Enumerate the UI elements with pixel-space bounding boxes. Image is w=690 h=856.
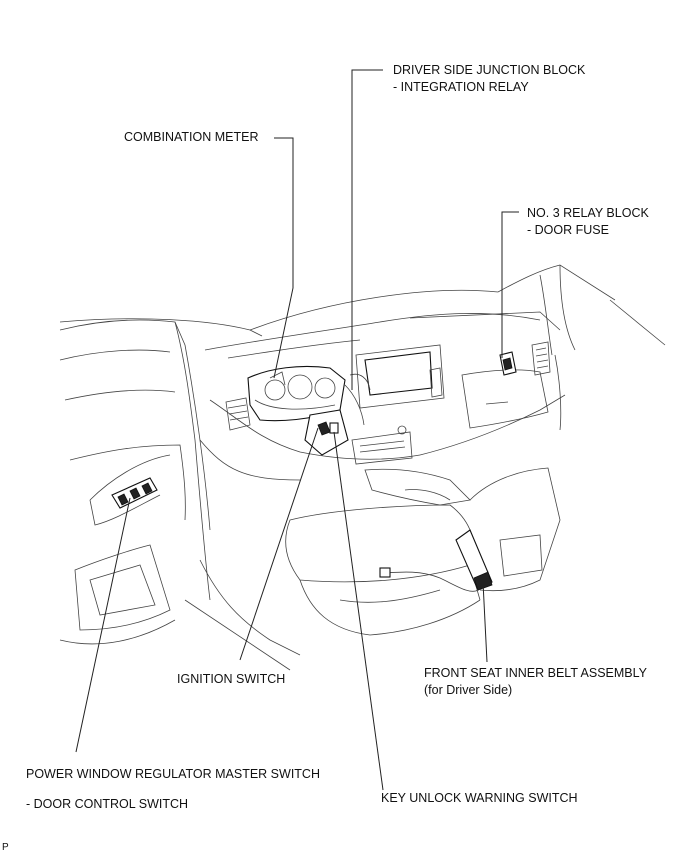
- interior-outline: [59, 264, 666, 671]
- label-power-window-switch-sub: - DOOR CONTROL SWITCH: [26, 797, 189, 811]
- leader-combination-meter: [273, 137, 294, 379]
- label-ignition-switch: IGNITION SWITCH: [177, 672, 286, 686]
- label-combination-meter: COMBINATION METER: [124, 130, 259, 144]
- leader-front-seat-belt: [482, 581, 488, 663]
- leader-ignition-switch: [239, 427, 319, 661]
- label-key-unlock-switch: KEY UNLOCK WARNING SWITCH: [381, 791, 578, 805]
- label-relay-block-sub: - DOOR FUSE: [527, 223, 609, 237]
- label-front-seat-belt: FRONT SEAT INNER BELT ASSEMBLY: [424, 666, 647, 680]
- label-front-seat-belt-sub: (for Driver Side): [424, 683, 513, 697]
- label-junction-block: DRIVER SIDE JUNCTION BLOCK: [393, 63, 586, 77]
- corner-mark: P: [2, 842, 9, 853]
- label-power-window-switch: POWER WINDOW REGULATOR MASTER SWITCH: [26, 767, 320, 781]
- label-relay-block: NO. 3 RELAY BLOCK: [527, 206, 649, 220]
- leader-power-window: [75, 497, 131, 753]
- leader-lines: [75, 69, 519, 791]
- leader-key-unlock: [333, 431, 384, 791]
- label-junction-block-sub: - INTEGRATION RELAY: [393, 80, 529, 94]
- leader-junction-block: [351, 69, 383, 390]
- leader-relay-block: [501, 211, 519, 358]
